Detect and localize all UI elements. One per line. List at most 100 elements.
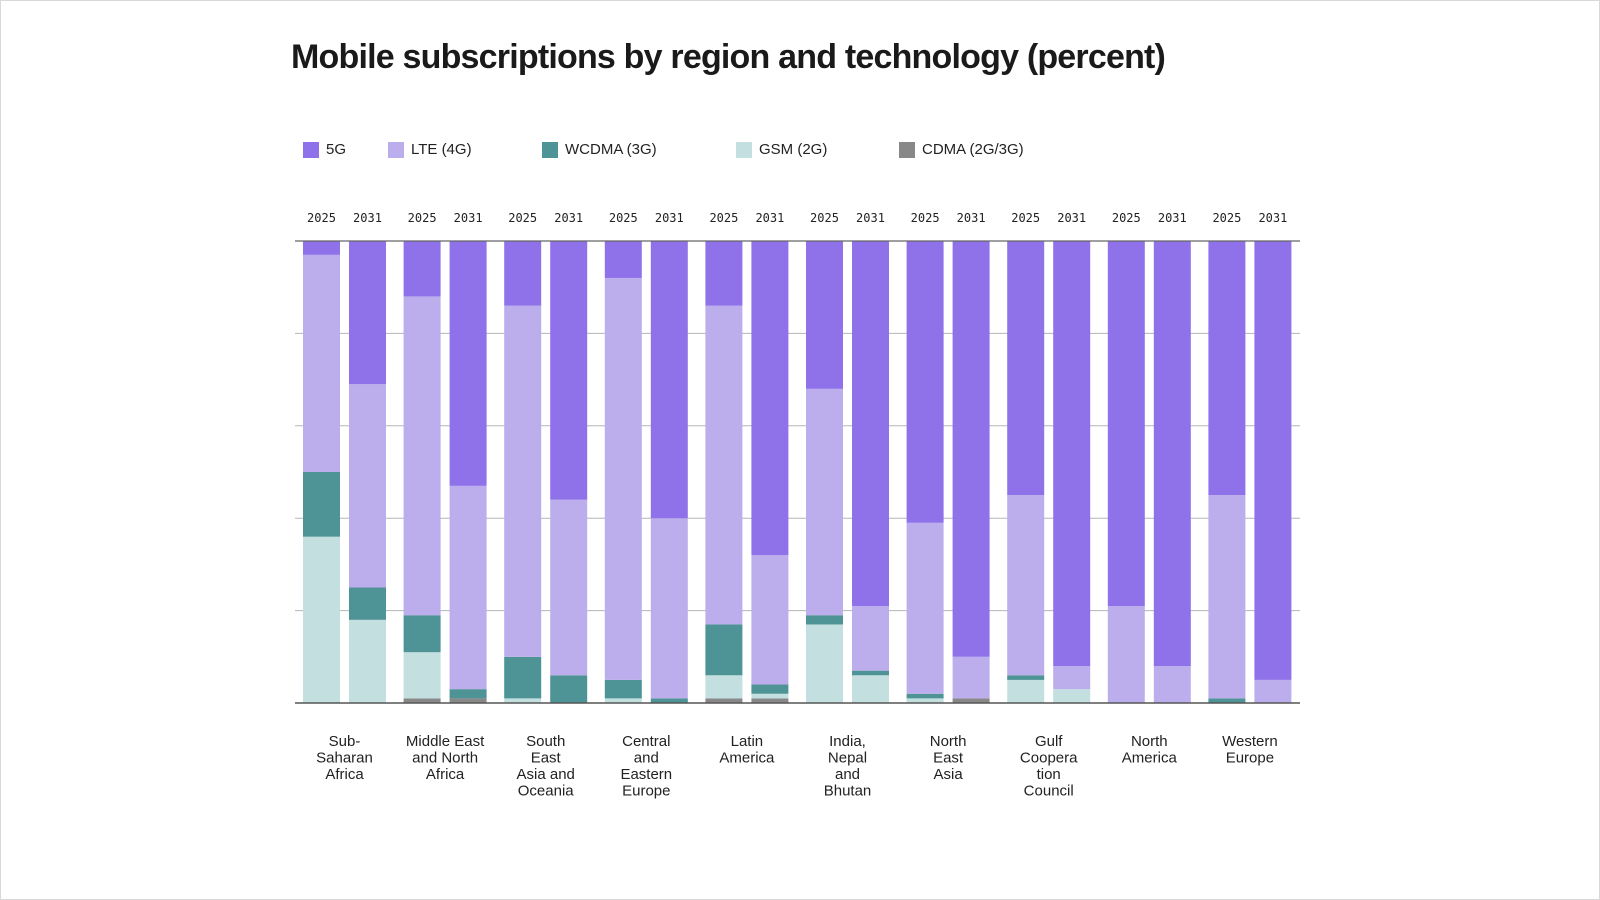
legend-swatch bbox=[542, 141, 558, 158]
bar-segment-5g bbox=[1007, 241, 1045, 496]
bar-segment-cdma-2g-3g- bbox=[403, 698, 441, 703]
bar-segment-wcdma-3g- bbox=[403, 615, 441, 653]
region-label: Sub-Saharan Africa bbox=[316, 733, 373, 783]
year-label: 2031 bbox=[1158, 211, 1187, 225]
bar-segment-lte-4g- bbox=[449, 485, 487, 690]
bar-segment-wcdma-3g- bbox=[550, 675, 588, 703]
bar-segment-lte-4g- bbox=[1107, 605, 1145, 703]
bar-segment-lte-4g- bbox=[1254, 679, 1292, 703]
bar-segment-lte-4g- bbox=[906, 522, 944, 694]
legend-swatch bbox=[899, 141, 915, 158]
bar-segment-wcdma-3g- bbox=[806, 615, 843, 625]
bar-segment-lte-4g- bbox=[1053, 666, 1091, 690]
bar-segment-lte-4g- bbox=[1208, 495, 1246, 699]
region-label-line: South bbox=[526, 733, 565, 750]
bar-segment-wcdma-3g- bbox=[604, 679, 642, 699]
region-label-line: Western bbox=[1222, 733, 1278, 750]
region-label-line: and bbox=[835, 766, 860, 783]
bar-segment-5g bbox=[604, 241, 642, 278]
bar-segment-gsm-2g- bbox=[806, 624, 843, 703]
legend-label: WCDMA (3G) bbox=[565, 141, 657, 158]
bar-segment-wcdma-3g- bbox=[349, 587, 386, 620]
legend-item: LTE (4G) bbox=[388, 141, 472, 158]
region-label: Middle East and North Africa bbox=[406, 733, 485, 783]
year-label: 2025 bbox=[911, 211, 940, 225]
bar-segment-5g bbox=[349, 241, 386, 385]
legend-label: CDMA (2G/3G) bbox=[922, 141, 1024, 158]
region-label: South East Asia and Oceania bbox=[517, 733, 575, 800]
bar-segment-lte-4g- bbox=[349, 384, 386, 588]
bar-segment-5g bbox=[1053, 241, 1091, 667]
year-label: 2031 bbox=[1258, 211, 1287, 225]
region-label: Central and Eastern Europe bbox=[620, 733, 672, 800]
region-label-line: Oceania bbox=[518, 783, 575, 800]
year-label: 2025 bbox=[307, 211, 336, 225]
year-label: 2025 bbox=[1212, 211, 1241, 225]
bar-segment-lte-4g- bbox=[403, 296, 441, 616]
bar-segment-wcdma-3g- bbox=[852, 670, 889, 676]
bar-segment-lte-4g- bbox=[852, 605, 889, 671]
bar-segment-lte-4g- bbox=[1153, 666, 1191, 703]
region-label-line: Council bbox=[1024, 783, 1074, 800]
bar-segment-wcdma-3g- bbox=[906, 693, 944, 699]
year-label: 2025 bbox=[508, 211, 537, 225]
region-label-line: Sub- bbox=[329, 733, 361, 750]
chart-title: Mobile subscriptions by region and techn… bbox=[291, 38, 1166, 76]
year-label: 2031 bbox=[1057, 211, 1086, 225]
bar-segment-gsm-2g- bbox=[906, 698, 944, 703]
bar-segment-lte-4g- bbox=[604, 277, 642, 680]
bar-segment-5g bbox=[650, 241, 688, 519]
region-label-line: Africa bbox=[325, 766, 364, 783]
bar-segment-wcdma-3g- bbox=[303, 472, 340, 537]
bar-segment-5g bbox=[550, 241, 588, 500]
region-label: North America bbox=[1122, 733, 1178, 767]
bar-segment-5g bbox=[403, 241, 441, 297]
bar-segment-5g bbox=[852, 241, 889, 606]
legend-item: CDMA (2G/3G) bbox=[899, 141, 1024, 158]
region-label-line: Asia and bbox=[517, 766, 575, 783]
year-label: 2025 bbox=[810, 211, 839, 225]
region-label-line: Europe bbox=[622, 783, 670, 800]
bar-segment-5g bbox=[806, 241, 843, 389]
year-label: 2031 bbox=[353, 211, 382, 225]
region-label-line: North bbox=[1131, 733, 1168, 750]
region-label: India, Nepal and Bhutan bbox=[824, 733, 872, 800]
bar-segment-wcdma-3g- bbox=[449, 689, 487, 699]
bar-segment-cdma-2g-3g- bbox=[705, 698, 743, 703]
region-label-line: and bbox=[634, 750, 659, 767]
region-label-line: Coopera bbox=[1020, 750, 1078, 767]
region-label-line: America bbox=[719, 750, 775, 767]
region-label-line: India, bbox=[829, 733, 866, 750]
legend-swatch bbox=[736, 141, 752, 158]
region-label-line: Saharan bbox=[316, 750, 373, 767]
bar-segment-wcdma-3g- bbox=[1007, 675, 1045, 680]
bar-segment-wcdma-3g- bbox=[1208, 698, 1246, 703]
year-label: 2025 bbox=[709, 211, 738, 225]
bar-segment-gsm-2g- bbox=[604, 698, 642, 703]
region-label-line: North bbox=[930, 733, 967, 750]
legend-swatch bbox=[303, 141, 319, 158]
legend-label: 5G bbox=[326, 141, 347, 158]
year-label: 2025 bbox=[609, 211, 638, 225]
bar-segment-lte-4g- bbox=[303, 254, 340, 472]
bar-segment-5g bbox=[504, 241, 542, 306]
bar-segment-5g bbox=[705, 241, 743, 306]
year-label: 2025 bbox=[1011, 211, 1040, 225]
legend-item: WCDMA (3G) bbox=[542, 141, 657, 158]
region-label: Latin America bbox=[719, 733, 775, 767]
bar-segment-wcdma-3g- bbox=[650, 698, 688, 703]
region-label-line: Gulf bbox=[1035, 733, 1063, 750]
legend-label: LTE (4G) bbox=[411, 141, 472, 158]
legend-item: GSM (2G) bbox=[736, 141, 827, 158]
bar-segment-lte-4g- bbox=[705, 305, 743, 625]
region-label-line: Latin bbox=[731, 733, 764, 750]
region-label-line: and North bbox=[412, 750, 478, 767]
bar-segment-cdma-2g-3g- bbox=[449, 698, 487, 703]
region-label-line: Middle East bbox=[406, 733, 485, 750]
bar-segment-wcdma-3g- bbox=[751, 684, 789, 694]
bar-segment-lte-4g- bbox=[650, 518, 688, 699]
bar-segment-gsm-2g- bbox=[303, 536, 340, 703]
region-label-line: Africa bbox=[426, 766, 465, 783]
year-label: 2031 bbox=[655, 211, 684, 225]
region-label: Gulf Coopera tion Council bbox=[1020, 733, 1078, 800]
